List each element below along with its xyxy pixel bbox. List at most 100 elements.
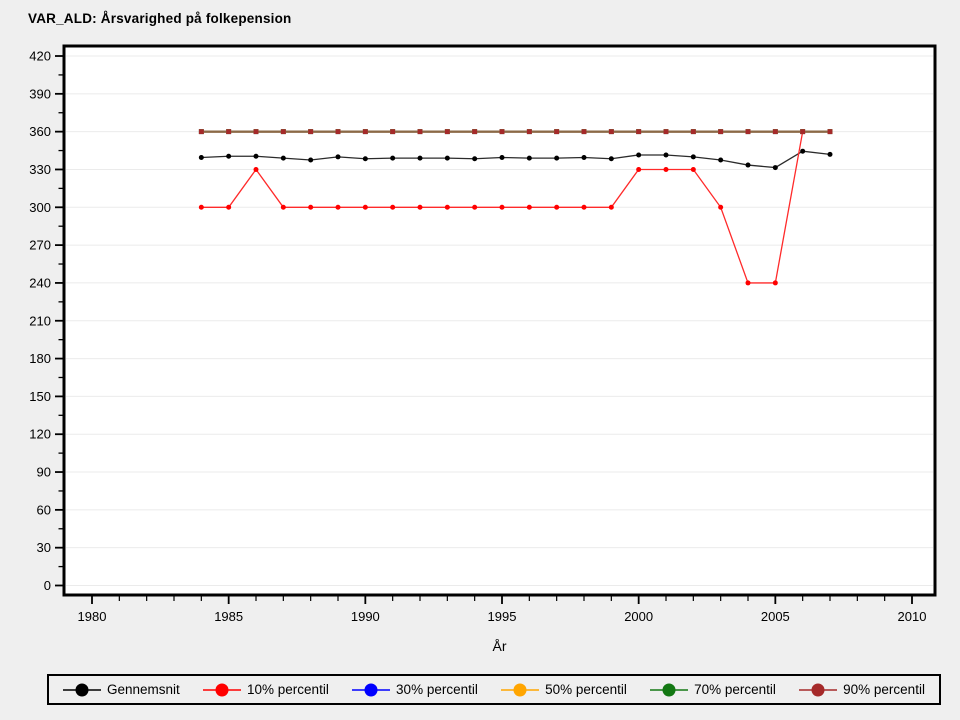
legend-marker-icon: [650, 683, 689, 696]
y-tick-label: 300: [29, 200, 51, 215]
marker-90-percentil: [772, 129, 778, 135]
x-tick-label: 1995: [488, 609, 517, 624]
marker-90-percentil: [745, 129, 751, 135]
marker-gennemsnit: [390, 155, 396, 161]
marker-90-percentil: [608, 129, 614, 135]
y-tick-label: 120: [29, 427, 51, 442]
marker-gennemsnit: [554, 155, 560, 161]
marker-90-percentil: [827, 129, 833, 135]
marker-10-percentil: [526, 204, 532, 210]
marker-gennemsnit: [772, 165, 778, 171]
marker-10-percentil: [499, 204, 505, 210]
marker-10-percentil: [636, 166, 642, 172]
marker-10-percentil: [772, 280, 778, 286]
marker-90-percentil: [198, 129, 204, 135]
marker-90-percentil: [335, 129, 341, 135]
marker-gennemsnit: [362, 156, 368, 162]
y-tick-label: 210: [29, 313, 51, 328]
marker-10-percentil: [444, 204, 450, 210]
y-tick-label: 330: [29, 162, 51, 177]
marker-90-percentil: [690, 129, 696, 135]
y-tick-label: 30: [37, 540, 51, 555]
chart-title: VAR_ALD: Årsvarighed på folkepension: [28, 11, 292, 26]
marker-90-percentil: [800, 129, 806, 135]
legend-label: 50% percentil: [545, 682, 627, 697]
legend-label: 30% percentil: [396, 682, 478, 697]
plot-frame: [62, 44, 937, 597]
y-tick-label: 420: [29, 49, 51, 64]
x-tick-label: 2000: [624, 609, 653, 624]
legend-item-30-percentil: 30% percentil: [352, 682, 478, 698]
marker-10-percentil: [417, 204, 423, 210]
y-tick-label: 0: [44, 578, 51, 593]
series-line-10-percentil: [201, 130, 830, 284]
y-tick-label: 240: [29, 275, 51, 290]
marker-90-percentil: [362, 129, 368, 135]
x-tick-label: 1980: [78, 609, 107, 624]
y-tick-label: 360: [29, 124, 51, 139]
y-tick-label: 90: [37, 465, 51, 480]
marker-gennemsnit: [472, 156, 478, 162]
marker-10-percentil: [718, 204, 724, 210]
marker-90-percentil: [718, 129, 724, 135]
y-tick-label: 60: [37, 502, 51, 517]
marker-10-percentil: [335, 204, 341, 210]
legend-item-70-percentil: 70% percentil: [650, 682, 776, 698]
marker-gennemsnit: [253, 153, 259, 159]
marker-10-percentil: [362, 204, 368, 210]
marker-90-percentil: [444, 129, 450, 135]
marker-10-percentil: [308, 204, 314, 210]
legend-marker-icon: [799, 683, 838, 696]
x-tick-label: 2010: [898, 609, 927, 624]
marker-10-percentil: [198, 204, 204, 210]
marker-gennemsnit: [444, 155, 450, 161]
marker-90-percentil: [417, 129, 423, 135]
marker-gennemsnit: [827, 151, 833, 157]
marker-gennemsnit: [280, 155, 286, 161]
marker-10-percentil: [226, 204, 232, 210]
legend-marker-icon: [203, 683, 242, 696]
marker-gennemsnit: [417, 155, 423, 161]
legend-label: 70% percentil: [694, 682, 776, 697]
marker-gennemsnit: [663, 152, 669, 158]
legend-marker-icon: [63, 683, 101, 696]
marker-gennemsnit: [690, 154, 696, 160]
marker-90-percentil: [526, 129, 532, 135]
marker-10-percentil: [745, 280, 751, 286]
series-line-gennemsnit: [201, 150, 831, 169]
marker-gennemsnit: [608, 156, 614, 162]
y-tick-label: 150: [29, 389, 51, 404]
legend-item-50-percentil: 50% percentil: [501, 682, 627, 698]
marker-gennemsnit: [800, 148, 806, 154]
marker-gennemsnit: [308, 157, 314, 163]
legend-item-90-percentil: 90% percentil: [799, 682, 925, 698]
marker-90-percentil: [636, 129, 642, 135]
marker-10-percentil: [690, 166, 696, 172]
marker-10-percentil: [608, 204, 614, 210]
marker-90-percentil: [472, 129, 478, 135]
legend: Gennemsnit 10% percentil 30% percentil 50% …: [47, 674, 941, 705]
marker-10-percentil: [472, 204, 478, 210]
marker-10-percentil: [663, 166, 669, 172]
marker-90-percentil: [663, 129, 669, 135]
legend-label: 10% percentil: [247, 682, 329, 697]
legend-marker-icon: [501, 683, 540, 696]
marker-gennemsnit: [581, 154, 587, 160]
y-tick-label: 390: [29, 86, 51, 101]
marker-gennemsnit: [526, 155, 532, 161]
marker-gennemsnit: [636, 152, 642, 158]
marker-gennemsnit: [198, 154, 204, 160]
legend-label: 90% percentil: [843, 682, 925, 697]
y-tick-label: 180: [29, 351, 51, 366]
marker-90-percentil: [390, 129, 396, 135]
legend-label: Gennemsnit: [107, 682, 180, 697]
marker-10-percentil: [253, 166, 259, 172]
marker-90-percentil: [581, 129, 587, 135]
marker-90-percentil: [226, 129, 232, 135]
x-tick-label: 1985: [214, 609, 243, 624]
marker-10-percentil: [280, 204, 286, 210]
legend-item-gennemsnit: Gennemsnit: [63, 682, 180, 698]
x-axis-label: År: [493, 638, 507, 654]
marker-gennemsnit: [499, 154, 505, 160]
